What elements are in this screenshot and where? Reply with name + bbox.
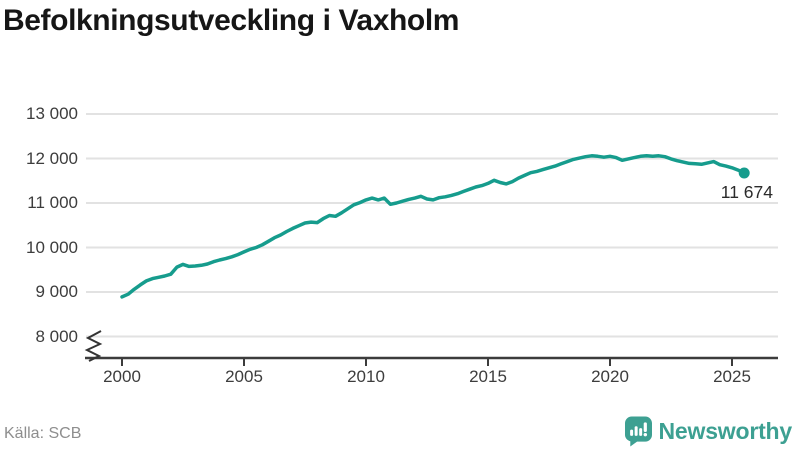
y-axis-label: 8 000	[35, 326, 78, 346]
y-axis-label: 10 000	[26, 237, 78, 257]
x-axis-label: 2020	[591, 367, 629, 386]
newsworthy-brand: Newsworthy	[624, 416, 793, 447]
x-axis-label: 2025	[713, 367, 751, 386]
x-axis-label: 2010	[347, 367, 385, 386]
y-axis-label: 13 000	[26, 104, 78, 123]
newsworthy-wordmark: Newsworthy	[658, 418, 793, 444]
x-axis-label: 2015	[469, 367, 507, 386]
y-axis-label: 11 000	[27, 193, 78, 212]
source-label: Källa: SCB	[4, 425, 82, 442]
x-axis-label: 2000	[103, 367, 141, 386]
newsworthy-logo-icon	[624, 416, 652, 447]
end-value-label: 11 674	[720, 182, 773, 202]
chart-title: Befolkningsutveckling i Vaxholm	[3, 4, 460, 37]
x-axis-label: 2005	[225, 367, 263, 386]
y-axis-label: 9 000	[35, 282, 78, 301]
y-axis-label: 12 000	[26, 148, 78, 168]
